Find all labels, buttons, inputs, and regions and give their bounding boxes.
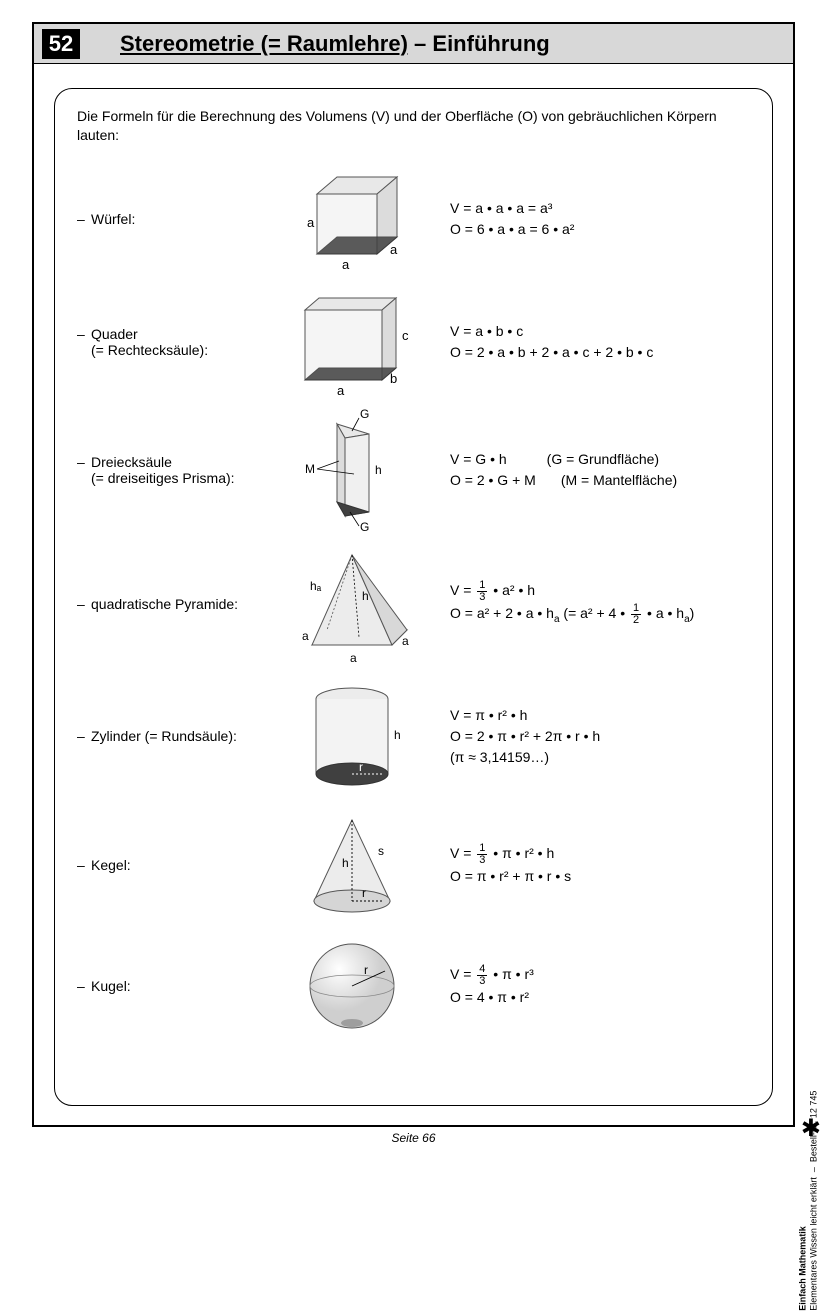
publisher-logo-icon: ✱ bbox=[801, 1114, 821, 1143]
cuboid-formulas: V = a • b • c O = 2 • a • b + 2 • a • c … bbox=[432, 321, 750, 363]
shape-row-prism: –Dreiecksäule (= dreiseitiges Prisma): G… bbox=[77, 406, 750, 534]
shape-row-pyramid: –quadratische Pyramide: h hₐ a a a V = 1… bbox=[77, 540, 750, 668]
svg-text:s: s bbox=[378, 844, 384, 858]
svg-text:a: a bbox=[302, 629, 309, 643]
svg-text:a: a bbox=[337, 383, 345, 398]
shape-row-cuboid: –Quader (= Rechtecksäule): a b c V = a •… bbox=[77, 285, 750, 400]
shape-row-cube: –Würfel: a a a V = a • a • a = a³ O = 6 … bbox=[77, 159, 750, 279]
page-frame: 52 Stereometrie (= Raumlehre) – Einführu… bbox=[32, 22, 795, 1127]
svg-text:M: M bbox=[305, 462, 315, 476]
svg-text:h: h bbox=[342, 856, 349, 870]
pyramid-diagram: h hₐ a a a bbox=[272, 540, 432, 668]
pyramid-formulas: V = 13 • a² • h O = a² + 2 • a • ha (= a… bbox=[432, 580, 750, 627]
svg-text:c: c bbox=[402, 328, 409, 343]
intro-text: Die Formeln für die Berechnung des Volum… bbox=[77, 107, 750, 145]
page-footer: Seite 66 bbox=[34, 1131, 793, 1145]
shape-label: –Quader (= Rechtecksäule): bbox=[77, 326, 272, 358]
shape-row-cylinder: –Zylinder (= Rundsäule): r h V = π • r² … bbox=[77, 674, 750, 799]
cuboid-diagram: a b c bbox=[272, 285, 432, 400]
shape-label: –Würfel: bbox=[77, 211, 272, 227]
cone-diagram: h r s bbox=[272, 805, 432, 925]
shape-row-sphere: –Kugel: r V = bbox=[77, 931, 750, 1041]
svg-text:h: h bbox=[375, 463, 382, 477]
page-title: Stereometrie (= Raumlehre) – Einführung bbox=[120, 31, 550, 57]
pyramid-surface: O = a² + 2 • a • ha (= a² + 4 • 12 • a •… bbox=[450, 603, 750, 627]
shape-label: –quadratische Pyramide: bbox=[77, 596, 272, 612]
prism-formulas: V = G • h(G = Grundfläche) O = 2 • G + M… bbox=[432, 449, 750, 491]
svg-text:a: a bbox=[307, 215, 315, 230]
cube-formulas: V = a • a • a = a³ O = 6 • a • a = 6 • a… bbox=[432, 198, 750, 240]
svg-text:r: r bbox=[364, 963, 368, 977]
svg-text:r: r bbox=[362, 886, 366, 900]
header-bar: 52 Stereometrie (= Raumlehre) – Einführu… bbox=[34, 24, 793, 64]
prism-diagram: G G M h bbox=[272, 406, 432, 534]
svg-text:h: h bbox=[394, 728, 401, 742]
svg-text:a: a bbox=[350, 651, 357, 665]
svg-text:hₐ: hₐ bbox=[310, 579, 322, 593]
svg-text:G: G bbox=[360, 407, 369, 421]
cube-diagram: a a a bbox=[272, 159, 432, 279]
shape-label: –Zylinder (= Rundsäule): bbox=[77, 728, 272, 744]
svg-text:h: h bbox=[362, 589, 369, 603]
svg-text:r: r bbox=[359, 760, 363, 774]
sphere-diagram: r bbox=[272, 931, 432, 1041]
svg-text:a: a bbox=[402, 634, 409, 648]
svg-text:a: a bbox=[342, 257, 350, 272]
svg-text:a: a bbox=[390, 242, 398, 257]
shape-label: –Dreiecksäule (= dreiseitiges Prisma): bbox=[77, 454, 272, 486]
content-box: Die Formeln für die Berechnung des Volum… bbox=[54, 88, 773, 1106]
cylinder-formulas: V = π • r² • h O = 2 • π • r² + 2π • r •… bbox=[432, 705, 750, 768]
cylinder-diagram: r h bbox=[272, 674, 432, 799]
sphere-formulas: V = 43 • π • r³ O = 4 • π • r² bbox=[432, 964, 750, 1008]
svg-text:b: b bbox=[390, 371, 397, 386]
shape-label: –Kegel: bbox=[77, 857, 272, 873]
shape-row-cone: –Kegel: h r s V = 13 • π • r² • h O = π … bbox=[77, 805, 750, 925]
cone-formulas: V = 13 • π • r² • h O = π • r² + π • r •… bbox=[432, 843, 750, 887]
shape-label: –Kugel: bbox=[77, 978, 272, 994]
chapter-number: 52 bbox=[42, 29, 80, 59]
svg-text:G: G bbox=[360, 520, 369, 534]
